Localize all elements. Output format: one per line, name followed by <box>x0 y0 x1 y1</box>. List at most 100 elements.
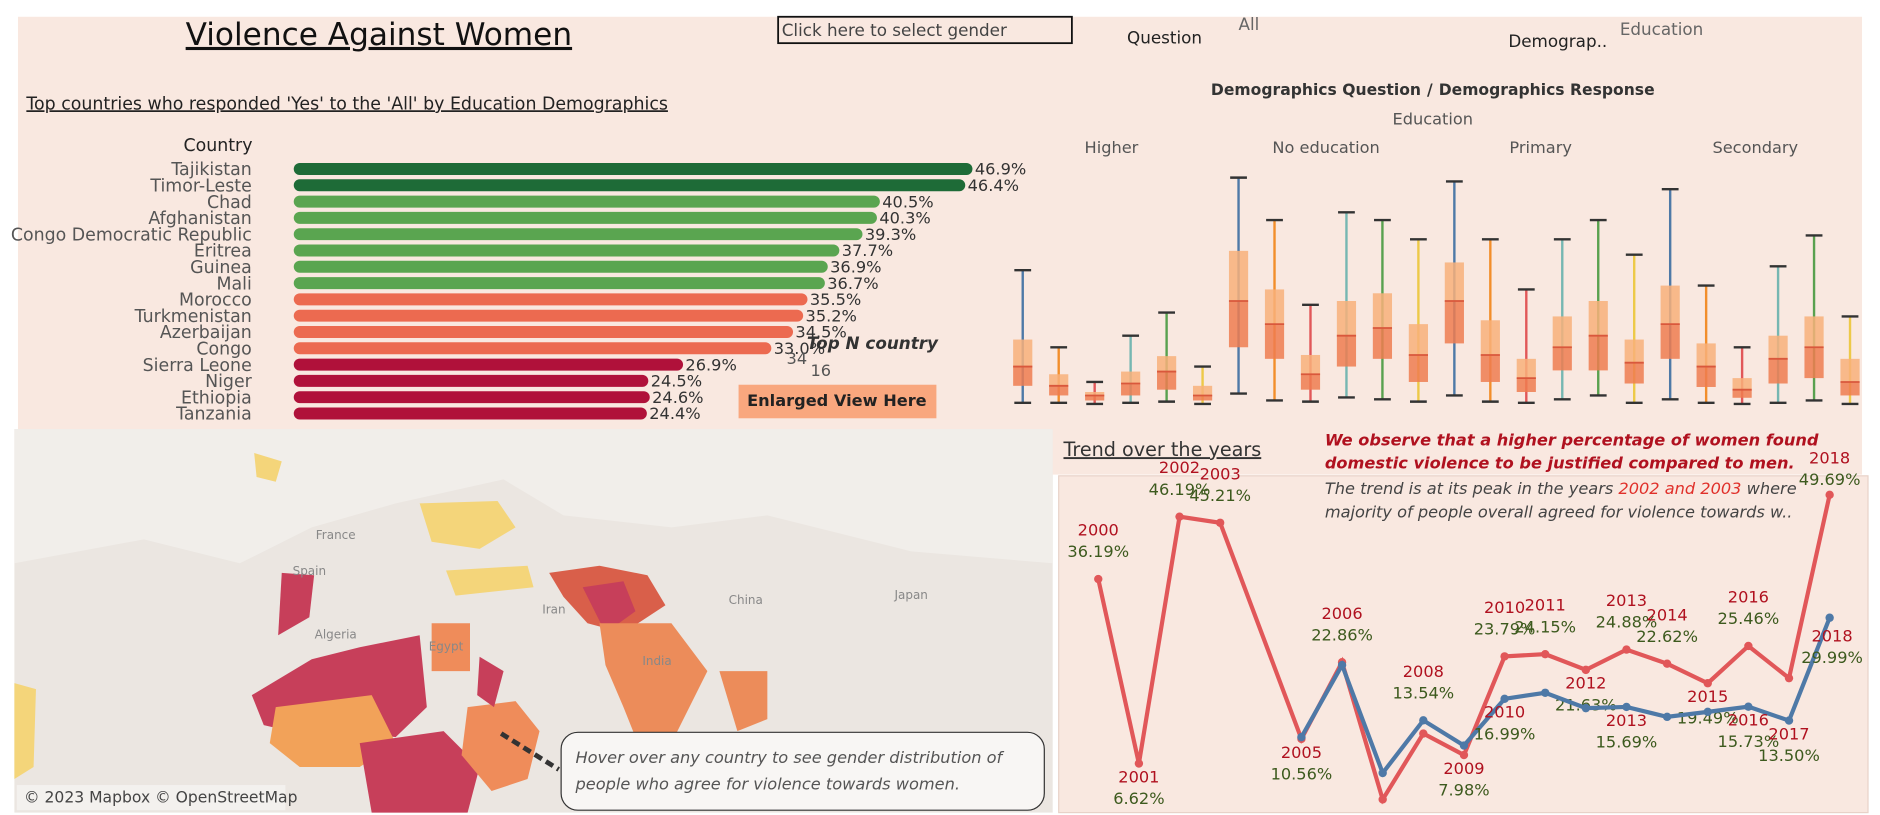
country-shape <box>254 453 282 482</box>
point <box>1622 645 1631 654</box>
gender-filter-text[interactable]: Click here to select gender <box>782 20 1007 40</box>
filter-label: Question <box>1127 27 1202 47</box>
year-label: 2017 <box>1768 724 1809 743</box>
bar <box>293 342 772 355</box>
value-label: 37.7% <box>842 241 893 260</box>
hint-text: Hover over any country to see gender dis… <box>576 748 1005 767</box>
point <box>1744 702 1753 711</box>
box-lower <box>1588 335 1608 371</box>
group-label: Secondary <box>1712 138 1798 157</box>
y-tick-label: Mali <box>216 274 251 294</box>
box-upper <box>1444 262 1464 301</box>
year-label: 2010 <box>1484 598 1525 617</box>
bar <box>293 163 973 175</box>
point <box>1703 679 1712 688</box>
year-label: 2005 <box>1281 743 1322 762</box>
box-title: Demographics Question / Demographics Respo… <box>1211 80 1655 98</box>
country-shape <box>359 731 480 813</box>
bar <box>293 228 863 241</box>
box-upper <box>1552 316 1572 348</box>
bar <box>293 260 828 273</box>
y-tick-label: Ethiopia <box>181 388 252 408</box>
group-header: Education <box>1393 109 1474 128</box>
group-label: Primary <box>1509 138 1572 157</box>
enlarge-button-text[interactable]: Enlarged View Here <box>747 391 927 410</box>
value-label: 24.15% <box>1514 617 1576 636</box>
point <box>1541 649 1550 659</box>
map: Hover over any country to see gender dis… <box>14 429 1053 813</box>
country-shape <box>461 701 540 792</box>
point <box>1378 795 1387 804</box>
box-lower <box>1804 347 1824 379</box>
box-upper <box>1732 378 1752 390</box>
box-upper <box>1264 289 1285 325</box>
bar <box>293 195 880 208</box>
annotation: The trend is at its peak in the years 20… <box>1325 479 1797 498</box>
box-lower <box>1444 300 1464 344</box>
box-lower <box>1049 385 1069 396</box>
y-tick-label: Eritrea <box>194 242 252 262</box>
top-n-value: 16 <box>811 361 832 380</box>
bar <box>293 407 647 420</box>
bar <box>293 211 877 224</box>
bar <box>293 293 808 306</box>
value-label: 26.9% <box>685 355 736 374</box>
point <box>1662 712 1672 722</box>
point <box>1094 574 1103 584</box>
gender-filter[interactable] <box>777 15 1073 45</box>
point <box>1175 512 1184 521</box>
filter-value[interactable]: All <box>1239 14 1260 34</box>
box-upper <box>1228 250 1249 301</box>
box-lower <box>1336 335 1357 367</box>
point <box>1581 703 1591 713</box>
annotation-part: The trend is at its peak in the years <box>1325 479 1619 498</box>
y-tick-label: Tanzania <box>175 405 252 425</box>
point <box>1744 641 1753 651</box>
box-title-part: Demographics Response <box>1439 80 1655 98</box>
year-label: 2000 <box>1078 521 1119 540</box>
box-upper <box>1840 358 1860 382</box>
year-label: 2002 <box>1159 458 1200 477</box>
country-shape <box>14 683 36 780</box>
year-label: 2013 <box>1606 711 1647 730</box>
y-tick-label: Niger <box>205 372 253 392</box>
year-label: 2012 <box>1565 674 1606 693</box>
value-label: 46.4% <box>968 176 1019 195</box>
country-shape <box>419 500 516 549</box>
box-lower <box>1480 354 1500 382</box>
box-lower <box>1768 358 1788 384</box>
annotation-highlight: 2002 and 2003 <box>1618 479 1741 498</box>
value-label: 24.5% <box>651 372 702 391</box>
y-tick-label: Guinea <box>190 258 252 278</box>
enlarge-button[interactable] <box>738 384 937 419</box>
country-shape <box>477 656 504 708</box>
y-tick-label: Sierra Leone <box>143 356 252 376</box>
bar <box>293 374 649 387</box>
map-credit: © 2023 Mapbox © OpenStreetMap <box>24 789 298 807</box>
box-lower <box>1696 366 1716 387</box>
group-label: No education <box>1272 138 1379 157</box>
credit-bg <box>16 785 286 811</box>
bar <box>293 309 804 322</box>
country-shape <box>278 572 315 636</box>
year-label: 2018 <box>1809 448 1850 467</box>
country-shape <box>446 565 534 596</box>
value-label: 39.3% <box>865 225 916 244</box>
y-tick-label: Morocco <box>179 291 252 311</box>
filter-value[interactable]: Education <box>1620 19 1703 39</box>
box-upper <box>1768 335 1788 359</box>
bar <box>293 277 825 290</box>
trend-title: Trend over the years <box>1062 438 1261 461</box>
value-label: 36.7% <box>827 274 878 293</box>
value-label: 24.6% <box>652 388 703 407</box>
line <box>1096 494 1832 805</box>
value-label: 24.4% <box>649 404 700 423</box>
year-label: 2013 <box>1606 591 1647 610</box>
box-upper <box>1192 385 1213 396</box>
hint-text: people who agree for violence towards wo… <box>575 775 960 794</box>
box-upper <box>1624 339 1644 363</box>
year-label: 2003 <box>1200 464 1241 483</box>
value-label: 22.86% <box>1311 625 1373 644</box>
year-label: 2015 <box>1687 687 1728 706</box>
year-label: 2016 <box>1728 588 1769 607</box>
